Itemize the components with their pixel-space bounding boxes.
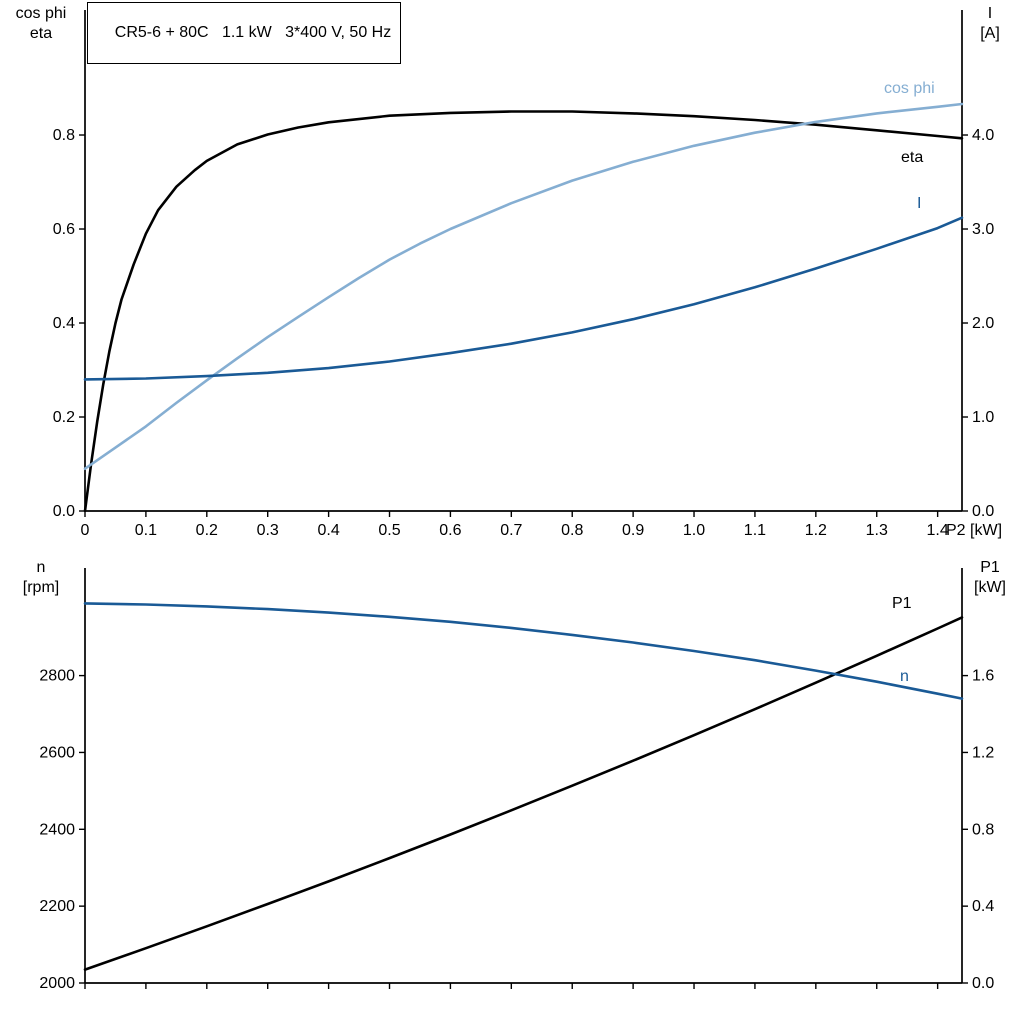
bottom-chart-left-axis-title: n [rpm] [2,558,80,598]
y-tick-label-left: 0.6 [53,221,75,238]
x-tick-label: 0.3 [257,522,279,539]
y-tick-label-left: 0.8 [53,127,75,144]
x-axis-label: P2 [kW] [946,522,1003,539]
x-tick-label: 0.5 [378,522,400,539]
x-tick-label: 1.0 [683,522,705,539]
y-tick-label-left: 2000 [39,975,75,992]
x-tick-label: 1.4 [927,522,949,539]
x-tick-label: 0.1 [135,522,157,539]
axis-title-line: [A] [980,25,1000,42]
series-current [83,216,964,381]
axis-title-line: P1 [980,559,1000,576]
curve-label-cos-phi: cos phi [884,80,935,97]
curve-label-eta: eta [901,149,924,166]
x-tick-label: 0.6 [439,522,461,539]
series-eta [83,110,964,513]
x-tick-label: 0.2 [196,522,218,539]
top-chart-right-axis-title: I [A] [958,4,1022,44]
curve-label-current: I [917,195,922,212]
bottom-chart-right-axis-title: P1 [kW] [956,558,1024,598]
axis-title-line: cos phi [15,5,67,22]
x-tick-label: 1.3 [866,522,888,539]
y-tick-label-right: 0.4 [972,898,994,915]
y-tick-label-right: 0.0 [972,503,994,520]
axis-title-line: eta [29,25,53,42]
axis-title-line: [rpm] [22,579,60,596]
y-tick-label-right: 2.0 [972,315,994,332]
y-tick-label-right: 1.6 [972,668,994,685]
chart-title-box: CR5-6 + 80C 1.1 kW 3*400 V, 50 Hz [87,2,402,64]
axis-title-line: n [36,559,46,576]
y-tick-label-right: 4.0 [972,127,994,144]
x-tick-label: 1.1 [744,522,766,539]
y-tick-label-right: 0.0 [972,975,994,992]
x-tick-label: 0.9 [622,522,644,539]
x-tick-label: 0.4 [317,522,339,539]
y-tick-label-left: 2400 [39,821,75,838]
y-tick-label-left: 0.0 [53,503,75,520]
x-tick-label: 0.8 [561,522,583,539]
axis-title-line: I [987,5,993,22]
y-tick-label-left: 2200 [39,898,75,915]
y-tick-label-left: 0.2 [53,409,75,426]
series-cos-phi [83,102,964,471]
y-tick-label-right: 3.0 [972,221,994,238]
x-tick-label: 1.2 [805,522,827,539]
axis-title-line: [kW] [974,579,1006,596]
y-tick-label-left: 0.4 [53,315,75,332]
curve-label-p1: P1 [892,595,912,612]
curve-label-n: n [900,668,909,685]
y-tick-label-right: 1.2 [972,744,994,761]
y-tick-label-left: 2600 [39,744,75,761]
y-tick-label-left: 2800 [39,668,75,685]
chart-title: CR5-6 + 80C 1.1 kW 3*400 V, 50 Hz [114,24,392,41]
x-tick-label: 0.7 [500,522,522,539]
y-tick-label-right: 0.8 [972,821,994,838]
x-tick-label: 0 [81,522,90,539]
series-p1 [83,616,964,971]
y-tick-label-right: 1.0 [972,409,994,426]
series-speed [83,602,964,700]
top-chart-left-axis-title: cos phi eta [2,4,80,44]
